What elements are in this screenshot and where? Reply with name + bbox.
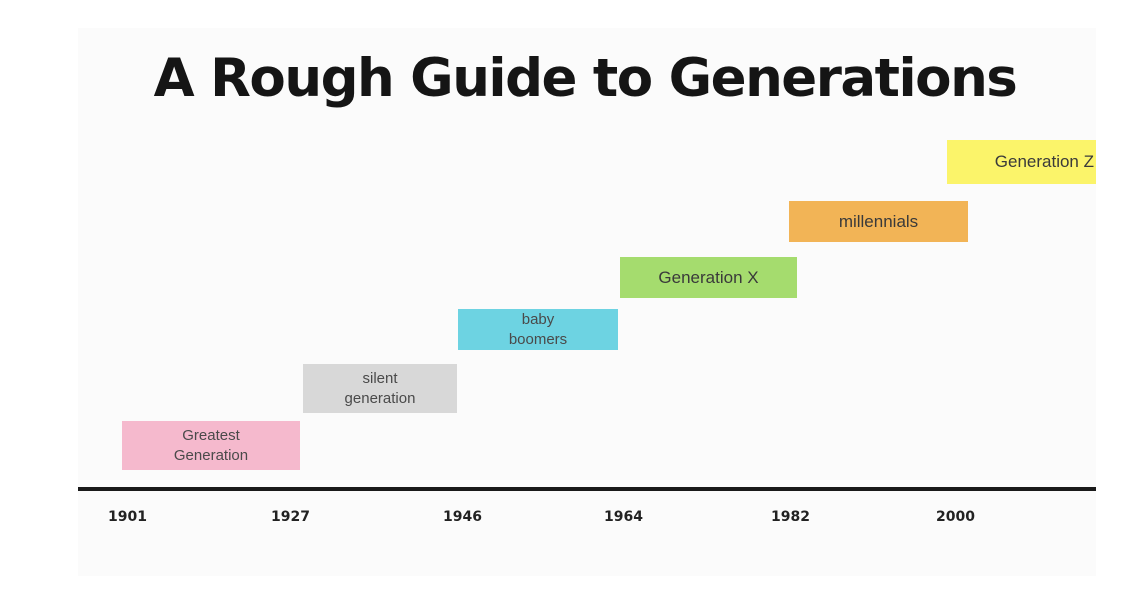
generation-box-greatest: Greatest Generation <box>122 421 300 470</box>
year-tick-label: 1946 <box>443 509 482 525</box>
diagram-title: A Rough Guide to Generations <box>153 48 1018 109</box>
generation-box-millennials: millennials <box>789 201 968 242</box>
year-tick-label: 1927 <box>271 509 310 525</box>
generation-label-line: Greatest <box>182 426 240 444</box>
generation-label-line: millennials <box>838 211 919 231</box>
diagram-background <box>78 28 1096 576</box>
generation-box-gen-x: Generation X <box>620 257 797 298</box>
generation-label-line: generation <box>344 389 416 407</box>
year-tick-label: 2000 <box>936 509 975 525</box>
generation-label-line: silent <box>362 369 398 387</box>
generation-label-line: boomers <box>508 330 568 348</box>
timeline-axis <box>78 487 1096 491</box>
generation-box-gen-z: Generation Z <box>947 140 1096 184</box>
generation-label-line: Generation <box>173 446 249 464</box>
generation-label-line: baby <box>521 310 555 328</box>
year-tick-label: 1982 <box>771 509 810 525</box>
generation-label-line: Generation Z <box>994 152 1094 171</box>
year-tick-label: 1964 <box>604 509 643 525</box>
generation-box-baby-boomers: baby boomers <box>458 309 618 350</box>
generation-box-silent: silent generation <box>303 364 457 413</box>
year-tick-label: 1901 <box>108 509 147 525</box>
generation-label-line: Generation X <box>658 267 759 287</box>
